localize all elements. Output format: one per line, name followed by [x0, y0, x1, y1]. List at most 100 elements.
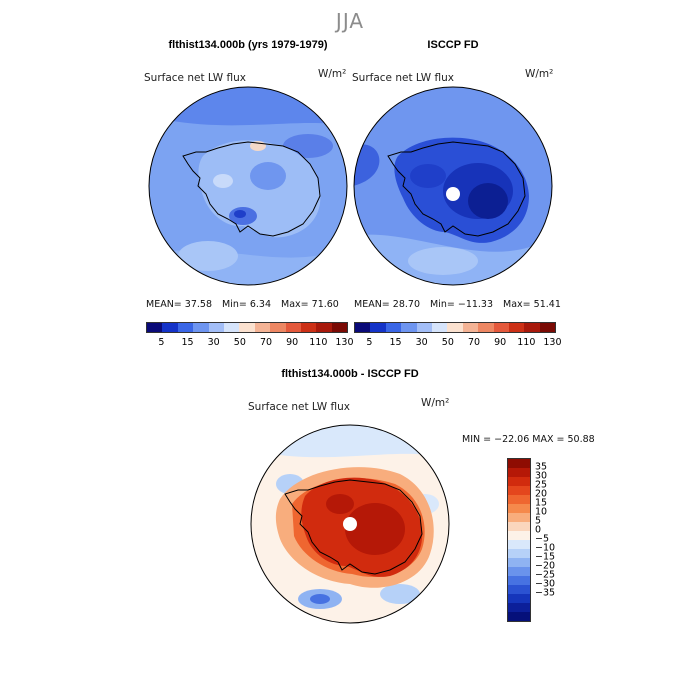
colorbar-swatch	[385, 323, 402, 332]
colorbar-swatch	[355, 323, 371, 332]
panel-2-field-patch	[410, 164, 446, 188]
diff-panel-title: flthist134.000b - ISCCP FD	[281, 368, 419, 380]
panel-1-colorbar	[146, 322, 348, 333]
colorbar-swatch	[223, 323, 240, 332]
season-title: JJA	[335, 9, 365, 33]
colorbar-swatch	[316, 323, 332, 332]
diff-panel-variable: Surface net LW flux	[248, 401, 350, 413]
panel-1-field-patch	[250, 162, 286, 190]
colorbar-swatch	[508, 504, 530, 513]
colorbar-swatch	[478, 323, 494, 332]
colorbar-swatch	[508, 603, 530, 612]
panel-2-field-patch	[354, 144, 380, 186]
colorbar-swatch	[493, 323, 509, 332]
panel-2-pole-mask	[446, 187, 460, 201]
colorbar-tick-label: −30	[535, 578, 556, 590]
panel-2-mean-label: MEAN=	[354, 299, 390, 310]
panel-1-units: W/m²	[318, 68, 347, 80]
diff-colorbar-labels: 35 30 25 20 15 10 5 0 −5 −10 −15 −20 −25 −30 −35	[535, 458, 575, 620]
diff-colorbar	[507, 458, 531, 622]
colorbar-swatch	[193, 323, 209, 332]
panel-2-mean: 28.70	[392, 299, 420, 310]
colorbar-tick-label: 15	[389, 337, 402, 348]
diff-field-patch	[380, 584, 420, 604]
panel-1-field-patch	[213, 174, 233, 188]
colorbar-swatch	[162, 323, 178, 332]
panel-1-title: flthist134.000b (yrs 1979-1979)	[168, 39, 328, 51]
colorbar-tick-label: 90	[286, 337, 299, 348]
panel-2-min: −11.33	[457, 299, 494, 310]
colorbar-swatch	[147, 323, 163, 332]
diff-panel-polar-map	[250, 424, 450, 624]
colorbar-tick-label: 25	[535, 479, 548, 491]
colorbar-tick-label: 15	[181, 337, 194, 348]
colorbar-tick-label: 90	[494, 337, 507, 348]
colorbar-swatch	[508, 558, 530, 567]
diff-panel-minmax: MIN = −22.06 MAX = 50.88	[462, 434, 595, 445]
colorbar-tick-label: 10	[535, 506, 548, 518]
colorbar-tick-label: 15	[535, 497, 548, 509]
panel-2-variable: Surface net LW flux	[352, 72, 454, 84]
colorbar-swatch	[239, 323, 255, 332]
colorbar-tick-label: 110	[309, 337, 328, 348]
colorbar-swatch	[508, 477, 530, 486]
colorbar-swatch	[508, 576, 530, 585]
panel-1-mean-label: MEAN=	[146, 299, 182, 310]
colorbar-tick-label: 70	[259, 337, 273, 348]
colorbar-swatch	[508, 612, 530, 621]
colorbar-swatch	[508, 549, 530, 558]
colorbar-swatch	[539, 323, 556, 332]
diff-coastline	[284, 479, 423, 575]
colorbar-tick-label: 50	[441, 337, 454, 348]
colorbar-swatch	[508, 567, 530, 576]
panel-1-field-band	[149, 87, 347, 126]
colorbar-tick-label: −35	[535, 587, 556, 599]
diff-pole-mask	[343, 517, 357, 531]
panel-1-mean: 37.58	[184, 299, 212, 310]
colorbar-tick-label: 0	[535, 524, 542, 536]
panel-1-coastline	[182, 141, 321, 237]
colorbar-tick-label: −20	[535, 560, 556, 572]
colorbar-tick-label: 20	[535, 488, 548, 500]
colorbar-tick-label: 5	[158, 337, 165, 348]
colorbar-swatch	[508, 323, 525, 332]
panel-2-colorbar	[354, 322, 556, 333]
diff-field-patch	[326, 494, 354, 514]
colorbar-tick-label: 5	[535, 515, 542, 527]
colorbar-swatch	[508, 468, 530, 477]
colorbar-swatch	[524, 323, 540, 332]
colorbar-swatch	[508, 513, 530, 522]
panel-1-max: 71.60	[311, 299, 339, 310]
panel-2-max-label: Max=	[503, 299, 531, 310]
colorbar-tick-label: 70	[467, 337, 481, 348]
colorbar-tick-label: 30	[207, 337, 220, 348]
colorbar-swatch	[270, 323, 286, 332]
colorbar-swatch	[447, 323, 463, 332]
panel-1-field-patch	[283, 134, 333, 158]
diff-field-patch	[310, 594, 330, 604]
diff-panel-units: W/m²	[421, 397, 450, 409]
panel-2-title: ISCCP FD	[427, 39, 479, 51]
colorbar-tick-label: 130	[335, 337, 354, 348]
colorbar-swatch	[508, 495, 530, 504]
colorbar-tick-label: −25	[535, 569, 556, 581]
panel-1-map-border	[148, 86, 348, 286]
colorbar-swatch	[462, 323, 479, 332]
panel-2-units: W/m²	[525, 68, 554, 80]
panel-1-polar-map	[148, 86, 348, 286]
panel-1-min-label: Min=	[222, 299, 247, 310]
panel-2-polar-map	[353, 86, 553, 286]
colorbar-tick-label: 30	[535, 470, 548, 482]
colorbar-swatch	[285, 323, 301, 332]
panel-2-coastline	[387, 141, 526, 237]
colorbar-tick-label: 130	[543, 337, 562, 348]
panel-1-field-patch	[234, 210, 246, 218]
colorbar-tick-label: −10	[535, 542, 556, 554]
panel-1-max-label: Max=	[281, 299, 309, 310]
colorbar-swatch	[177, 323, 194, 332]
panel-1-stats: MEAN= 37.58 Min= 6.34 Max= 71.60	[146, 299, 339, 310]
colorbar-swatch	[331, 323, 348, 332]
colorbar-swatch	[416, 323, 432, 332]
panel-1-field-continent	[198, 140, 321, 238]
panel-2-max: 51.41	[533, 299, 561, 310]
